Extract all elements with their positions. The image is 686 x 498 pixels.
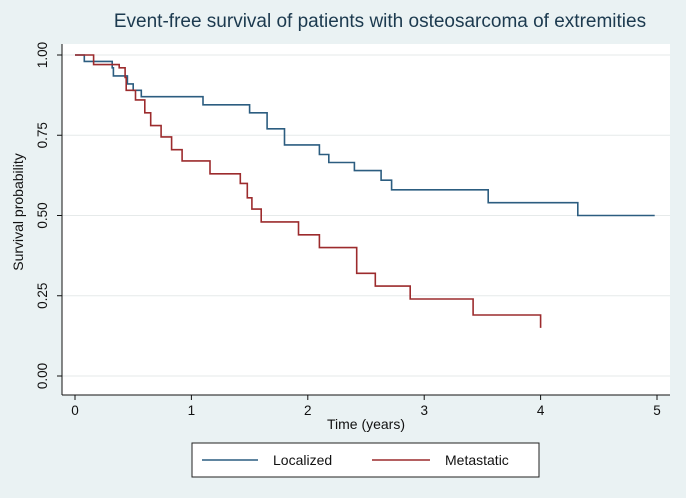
legend-label-metastatic: Metastatic bbox=[445, 452, 509, 468]
series-lines bbox=[75, 54, 655, 328]
x-axis-label: Time (years) bbox=[327, 416, 405, 432]
y-tick-labels: 0.00 0.25 0.50 0.75 1.00 bbox=[35, 42, 50, 389]
x-tick-label: 1 bbox=[188, 403, 196, 418]
y-tick-label: 1.00 bbox=[35, 42, 50, 68]
y-tick-label: 0.50 bbox=[35, 202, 50, 228]
grid-lines bbox=[62, 54, 670, 377]
x-tick-label: 5 bbox=[653, 403, 661, 418]
chart-title: Event-free survival of patients with ost… bbox=[114, 11, 646, 32]
plot-area bbox=[62, 44, 670, 395]
series-line-metastatic bbox=[75, 54, 542, 328]
y-axis-label: Survival probability bbox=[10, 153, 26, 271]
y-tick-label: 0.00 bbox=[35, 363, 50, 389]
series-line-localized bbox=[75, 54, 655, 217]
axes bbox=[57, 44, 670, 400]
x-tick-label: 4 bbox=[537, 403, 545, 418]
legend-label-localized: Localized bbox=[273, 452, 332, 468]
x-tick-label: 0 bbox=[71, 403, 79, 418]
x-tick-label: 2 bbox=[304, 403, 312, 418]
y-tick-label: 0.75 bbox=[35, 122, 50, 148]
x-tick-labels: 0 1 2 3 4 5 bbox=[71, 403, 661, 418]
x-tick-label: 3 bbox=[420, 403, 428, 418]
legend: Localized Metastatic bbox=[191, 442, 540, 478]
y-tick-label: 0.25 bbox=[35, 283, 50, 309]
